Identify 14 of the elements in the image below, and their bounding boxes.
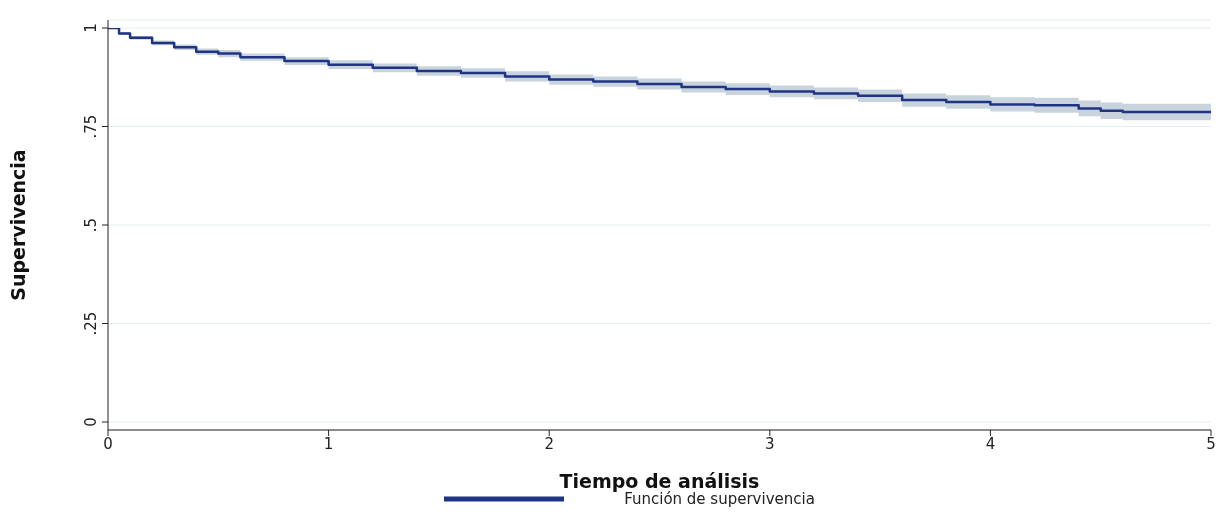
x-axis-title: Tiempo de análisis [559,470,760,492]
x-tick-label: 4 [985,434,996,453]
y-tick-label: .75 [82,114,100,139]
y-tick-label: .5 [82,217,100,233]
y-axis-title: Supervivencia [6,149,29,301]
y-tick-label: 1 [82,23,100,33]
text: Función de supervivencia [624,490,815,508]
y-tick-label: .25 [82,311,100,336]
x-tick-label: 2 [544,434,554,453]
y-tick-label: 0 [82,417,100,427]
x-tick-label: 1 [323,434,334,453]
x-tick-label: 0 [103,434,113,453]
x-tick-label: 3 [765,434,775,453]
x-tick-label: 5 [1206,434,1216,453]
